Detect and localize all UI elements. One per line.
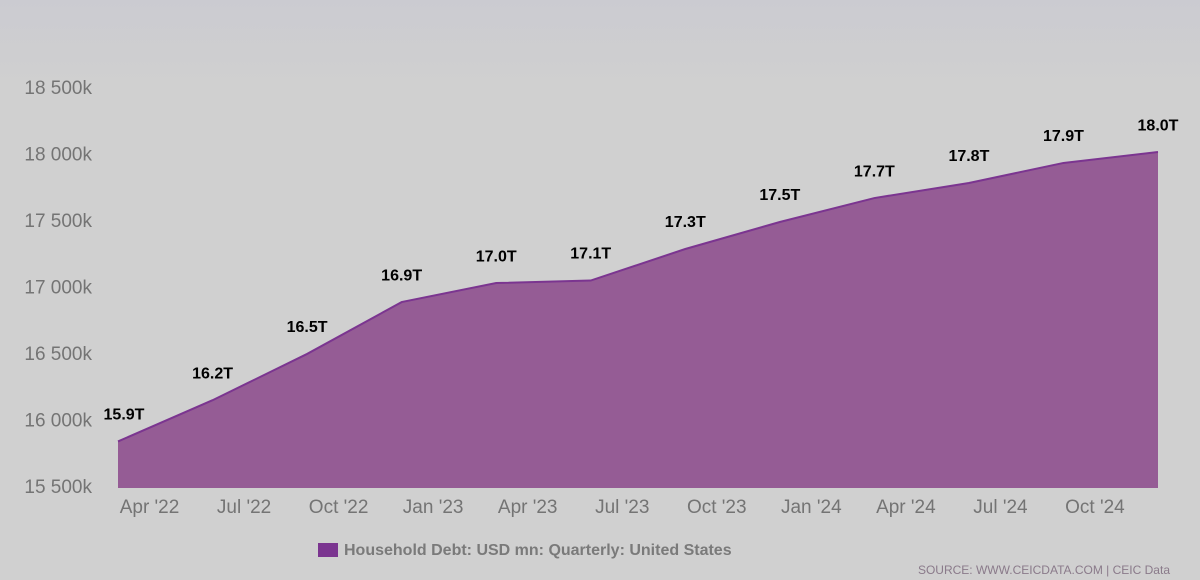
y-tick-label: 16 000k bbox=[24, 411, 92, 432]
x-tick-label: Jan '23 bbox=[403, 497, 464, 518]
data-label: 15.9T bbox=[104, 407, 145, 424]
x-tick-label: Oct '24 bbox=[1065, 497, 1125, 518]
source: SOURCE: WWW.CEICDATA.COM | CEIC Data bbox=[918, 563, 1170, 577]
data-label: 16.2T bbox=[192, 365, 233, 382]
x-tick-label: Jan '24 bbox=[781, 497, 842, 518]
data-label: 17.7T bbox=[854, 163, 895, 180]
data-label: 17.1T bbox=[570, 246, 611, 263]
x-tick-label: Apr '22 bbox=[120, 497, 180, 518]
x-tick-label: Jul '23 bbox=[595, 497, 649, 518]
y-tick-label: 16 500k bbox=[24, 344, 92, 365]
line bbox=[117, 151, 1159, 443]
y-tick-label: 17 500k bbox=[24, 211, 92, 232]
data-label: 16.9T bbox=[381, 267, 422, 284]
y-tick-label: 18 500k bbox=[24, 78, 92, 99]
area bbox=[118, 152, 1158, 489]
x-tick-label: Jul '24 bbox=[973, 497, 1028, 518]
data-label: 18.0T bbox=[1138, 117, 1179, 134]
y-tick-label: 18 000k bbox=[24, 145, 92, 166]
y-tick-label: 15 500k bbox=[24, 477, 92, 498]
data-label: 17.0T bbox=[476, 248, 517, 265]
data-label: 16.5T bbox=[287, 319, 328, 336]
x-tick-label: Jul '22 bbox=[217, 497, 271, 518]
data-label: 17.8T bbox=[948, 148, 989, 165]
x-tick-label: Oct '22 bbox=[309, 497, 369, 518]
x-tick-label: Apr '24 bbox=[876, 497, 936, 518]
x-tick-label: Apr '23 bbox=[498, 497, 558, 518]
data-label: 17.9T bbox=[1043, 128, 1084, 145]
data-label: 17.5T bbox=[759, 187, 800, 204]
legend-swatch bbox=[318, 543, 338, 557]
legend-label: Household Debt: USD mn: Quarterly: Unite… bbox=[344, 542, 732, 559]
data-label: 17.3T bbox=[665, 214, 706, 231]
y-tick-label: 17 000k bbox=[24, 278, 92, 299]
x-tick-label: Oct '23 bbox=[687, 497, 747, 518]
